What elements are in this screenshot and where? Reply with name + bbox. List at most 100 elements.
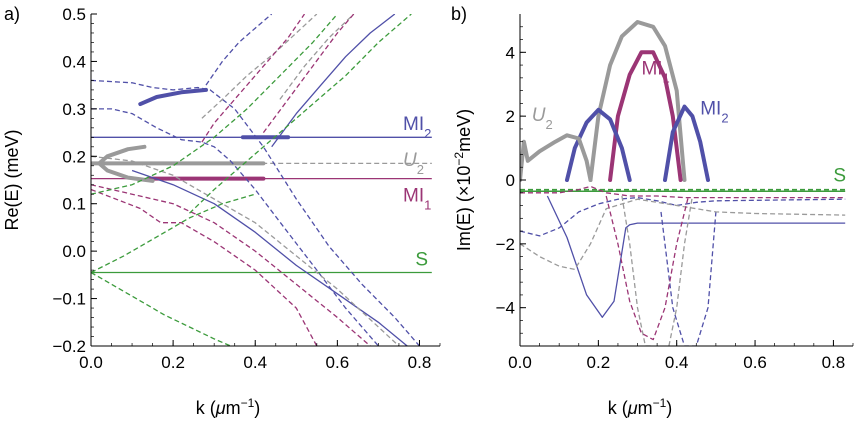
- annotation-label: U2: [403, 150, 424, 177]
- y-axis-label-part: −2: [452, 152, 466, 166]
- y-tick-label: −2: [496, 235, 515, 254]
- x-axis-label-part: −1: [241, 396, 255, 410]
- x-tick-label: 0.2: [587, 353, 611, 372]
- series-line-20: [91, 188, 318, 346]
- series-line-14: [605, 195, 690, 341]
- x-axis-label-part: ): [666, 398, 672, 418]
- series-line-4: [520, 133, 593, 182]
- annotation-main: U: [532, 105, 546, 126]
- series-line-9: [660, 211, 717, 346]
- x-tick-label: 0.8: [822, 353, 846, 372]
- annotation-sub: 2: [545, 116, 552, 131]
- y-axis-label-part: meV): [454, 109, 474, 152]
- x-axis-label-part: m: [226, 398, 241, 418]
- annotation-label: MI2: [403, 114, 431, 141]
- series-line-0: [588, 20, 687, 182]
- series-line-10: [205, 14, 273, 86]
- y-tick-label: −4: [496, 299, 515, 318]
- series-line-16: [91, 155, 400, 346]
- y-tick-label: 0.2: [62, 147, 86, 166]
- x-tick-label: 0.6: [326, 353, 350, 372]
- series-group: [520, 20, 846, 346]
- x-tick-label: 0.0: [79, 353, 103, 372]
- annotation-label: MI1: [641, 59, 669, 86]
- annotation-main: MI: [700, 99, 721, 120]
- y-tick-label: 0.3: [62, 100, 86, 119]
- annotation-sub: 2: [424, 126, 431, 141]
- panel-b: b) −4 −2 0 2 4 0.0 0.2 0.4 0.6 0.8 k (μm−1) Im(E) (×…: [451, 4, 854, 418]
- x-tick-label: 0.4: [665, 353, 689, 372]
- series-line-13: [520, 185, 846, 199]
- panel-label: a): [4, 4, 20, 24]
- panel-a: a) −0.2 −0.1 0.0 0.1 0.2 0.3 0.4 0.5 0.0 0.2 0.4 0.6…: [2, 4, 441, 418]
- annotation-sub: 1: [663, 70, 670, 85]
- x-tick-label: 0.4: [243, 353, 267, 372]
- y-tick-label: 4: [506, 43, 515, 62]
- x-axis-label-part: k (: [608, 398, 628, 418]
- y-tick-label: 0.5: [62, 5, 86, 24]
- annotation-main: S: [833, 166, 846, 187]
- y-tick-label: 0: [506, 171, 515, 190]
- series-line-8: [520, 196, 846, 237]
- series-line-15: [279, 14, 355, 100]
- series-line-3: [663, 104, 710, 182]
- x-axis-label: k (μm−1): [196, 396, 261, 418]
- y-axis-label: Im(E) (×10−2meV): [452, 109, 474, 251]
- annotation-label: MI1: [403, 185, 431, 212]
- series-line-18: [262, 14, 355, 133]
- y-tick-label: 2: [506, 107, 515, 126]
- annotation-sub: 2: [721, 110, 728, 125]
- y-axis-label-part: Im(E) (×10: [454, 166, 474, 252]
- annotation-main: MI: [403, 185, 424, 206]
- annotation-sub: 2: [417, 161, 424, 176]
- series-line-10: [520, 198, 846, 271]
- series-line-11: [91, 108, 379, 346]
- series-line-13: [271, 14, 396, 148]
- series-line-23: [91, 193, 256, 274]
- annotation-main: MI: [641, 59, 662, 80]
- series-line-14: [201, 14, 318, 119]
- y-tick-label: −0.2: [52, 337, 86, 356]
- panel-label: b): [451, 4, 467, 24]
- series-line-11: [621, 195, 654, 346]
- annotation-label: MI2: [700, 99, 728, 126]
- series-line-12: [131, 169, 408, 346]
- x-axis-label-part: k (: [196, 398, 216, 418]
- x-tick-label: 0.2: [161, 353, 185, 372]
- series-line-17: [201, 14, 306, 143]
- annotation-label: S: [415, 249, 428, 270]
- series-line-1: [608, 50, 683, 182]
- annotation-sub: 1: [424, 197, 431, 212]
- x-axis-label-part: ): [254, 398, 260, 418]
- series-group: [91, 14, 432, 346]
- y-tick-label: 0.1: [62, 195, 86, 214]
- series-line-8: [138, 87, 208, 107]
- series-line-7: [546, 195, 846, 318]
- series-line-22: [91, 14, 338, 195]
- series-line-2: [565, 107, 632, 182]
- y-axis-label: Re(E) (meV): [2, 129, 22, 230]
- series-line-24: [91, 271, 231, 346]
- series-line-7: [97, 144, 155, 183]
- series-line-9: [91, 79, 420, 346]
- annotation-main: MI: [403, 114, 424, 135]
- x-tick-label: 0.8: [408, 353, 432, 372]
- x-tick-label: 0.0: [508, 353, 532, 372]
- x-tick-label: 0.6: [743, 353, 767, 372]
- x-axis-label-part: −1: [653, 396, 667, 410]
- y-tick-label: −0.1: [52, 290, 86, 309]
- annotation-label: S: [833, 166, 846, 187]
- x-axis-label-part: μ: [627, 398, 638, 418]
- series-line-12: [668, 195, 694, 346]
- series-line-19: [91, 184, 371, 346]
- annotation-main: S: [415, 249, 428, 270]
- y-tick-label: 0.0: [62, 242, 86, 261]
- annotation-label: U2: [532, 105, 553, 132]
- x-axis-label-part: μ: [215, 398, 226, 418]
- x-axis-label: k (μm−1): [608, 396, 673, 418]
- y-tick-label: 0.4: [62, 52, 86, 71]
- x-axis-label-part: m: [638, 398, 653, 418]
- annotation-main: U: [403, 150, 417, 171]
- series-line-21: [189, 14, 412, 214]
